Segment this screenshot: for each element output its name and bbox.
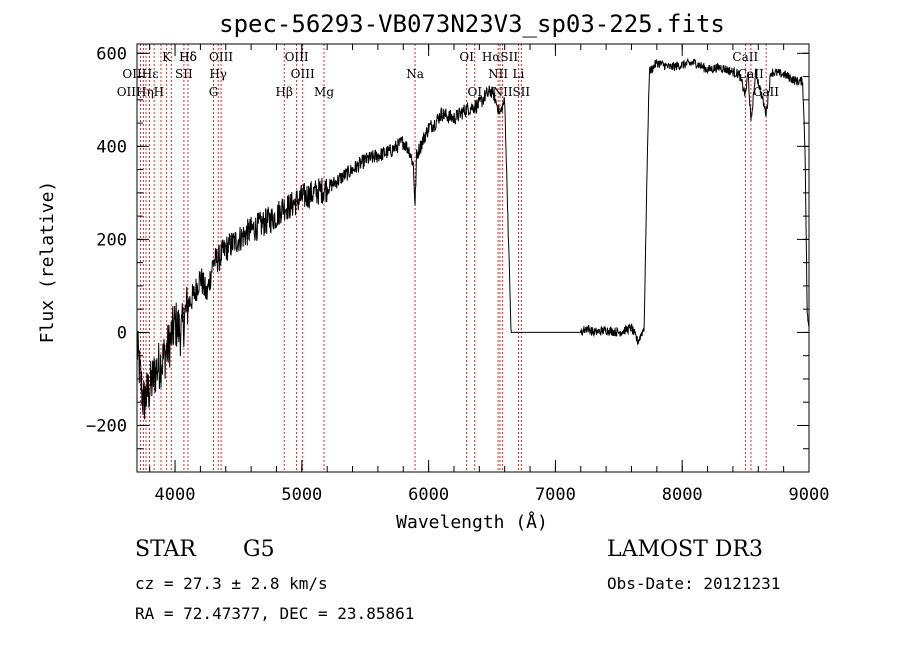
y-tick-label: 400	[96, 137, 127, 157]
x-tick-label: 7000	[535, 485, 576, 505]
x-tick-label: 8000	[662, 485, 703, 505]
y-tick-label: −200	[86, 416, 127, 436]
line-label: NII	[493, 85, 513, 99]
line-label: Na	[406, 67, 424, 81]
y-tick-label: 600	[96, 44, 127, 64]
line-label: OIII	[285, 50, 309, 64]
line-label: K	[162, 50, 172, 64]
spectrum-line	[136, 57, 810, 420]
observation-date: Obs-Date: 20121231	[607, 574, 781, 593]
coordinates: RA = 72.47377, DEC = 23.85861	[135, 604, 415, 623]
line-label: NII	[488, 67, 508, 81]
object-type: STAR	[135, 537, 196, 562]
x-tick-label: 9000	[789, 485, 830, 505]
x-tick-label: 4000	[155, 485, 196, 505]
line-label: HαSII	[482, 50, 519, 64]
x-axis-label: Wavelength (Å)	[396, 511, 548, 533]
line-label: OIIHηH	[117, 85, 164, 99]
x-tick-label: 5000	[281, 485, 322, 505]
line-label: CaII	[732, 50, 758, 64]
y-tick-label: 200	[96, 230, 127, 250]
survey-name: LAMOST DR3	[607, 537, 763, 562]
y-axis: −200 0 200 400 600	[86, 44, 809, 473]
line-label: OIII	[291, 67, 315, 81]
line-label: Hβ	[276, 85, 293, 99]
y-tick-label: 0	[117, 323, 127, 343]
line-label: Hγ	[209, 67, 227, 81]
line-label: OI	[459, 50, 474, 64]
line-label: CaII	[738, 67, 764, 81]
line-label: SII	[175, 67, 193, 81]
spectral-line-markers	[140, 44, 767, 472]
line-label: Mg	[314, 85, 334, 99]
line-label: Hδ	[179, 50, 197, 64]
spectral-subclass: G5	[243, 537, 275, 562]
line-label: Hδ	[179, 50, 197, 64]
line-label: Li	[512, 67, 524, 81]
x-axis: 4000 5000 6000 7000 8000 9000	[149, 44, 830, 505]
line-label: OI	[467, 85, 482, 99]
x-tick-label: 6000	[408, 485, 449, 505]
plot-frame	[136, 43, 810, 473]
line-label: OIII	[209, 50, 233, 64]
line-label: SII	[512, 85, 530, 99]
line-label: G	[209, 85, 219, 99]
chart-title: spec-56293-VB073N23V3_sp03-225.fits	[219, 10, 725, 38]
line-label: OIIHε	[122, 67, 158, 81]
redshift-value: cz = 27.3 ± 2.8 km/s	[135, 574, 328, 593]
y-axis-label: Flux (relative)	[37, 181, 58, 344]
line-label: CaII	[753, 85, 779, 99]
